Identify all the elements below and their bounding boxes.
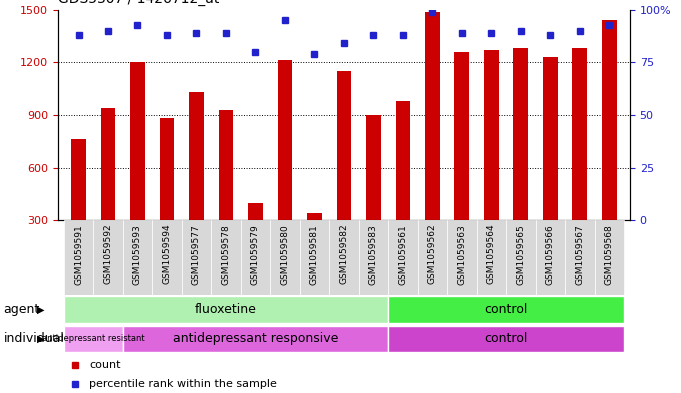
Text: GSM1059564: GSM1059564 [487,224,496,285]
Bar [64,220,93,295]
Bar [573,48,587,273]
Text: GSM1059567: GSM1059567 [575,224,584,285]
Bar [93,220,123,295]
Text: GSM1059579: GSM1059579 [251,224,260,285]
Bar [130,62,145,273]
Text: GSM1059566: GSM1059566 [545,224,555,285]
Bar [159,118,174,273]
Text: control: control [484,303,528,316]
Text: count: count [89,360,121,370]
Bar [270,220,300,295]
Bar [477,220,506,295]
Text: GSM1059580: GSM1059580 [281,224,289,285]
Text: GSM1059563: GSM1059563 [458,224,466,285]
Text: ▶: ▶ [37,334,45,344]
Text: GSM1059583: GSM1059583 [369,224,378,285]
Text: percentile rank within the sample: percentile rank within the sample [89,379,277,389]
Text: ▶: ▶ [37,305,45,314]
Bar [329,220,359,295]
Text: individual: individual [3,332,64,345]
Text: GSM1059562: GSM1059562 [428,224,437,285]
Bar [248,202,263,273]
Text: GSM1059568: GSM1059568 [605,224,614,285]
Bar [543,57,558,273]
Text: GSM1059594: GSM1059594 [163,224,172,285]
Text: GSM1059578: GSM1059578 [221,224,230,285]
Text: control: control [484,332,528,345]
Bar [565,220,595,295]
Text: GSM1059592: GSM1059592 [104,224,112,285]
Bar [153,220,182,295]
Bar [513,48,528,273]
Bar [182,220,211,295]
Text: GSM1059577: GSM1059577 [192,224,201,285]
Bar [506,220,535,295]
Bar [64,296,388,323]
Bar [189,92,204,273]
Bar [396,101,410,273]
Bar [71,140,86,273]
Text: antidepressant responsive: antidepressant responsive [173,332,338,345]
Text: GDS5307 / 1426712_at: GDS5307 / 1426712_at [58,0,219,6]
Bar [123,326,388,352]
Bar [366,115,381,273]
Text: GSM1059581: GSM1059581 [310,224,319,285]
Bar [240,220,270,295]
Bar [602,20,617,273]
Bar [123,220,153,295]
Text: GSM1059561: GSM1059561 [398,224,407,285]
Bar [219,110,234,273]
Bar [336,71,351,273]
Text: antidepressant resistant: antidepressant resistant [42,334,144,343]
Text: GSM1059582: GSM1059582 [339,224,349,285]
Bar [388,296,624,323]
Bar [211,220,240,295]
Text: fluoxetine: fluoxetine [195,303,257,316]
Text: GSM1059565: GSM1059565 [516,224,525,285]
Bar [447,220,477,295]
Bar [535,220,565,295]
Bar [300,220,329,295]
Text: GSM1059593: GSM1059593 [133,224,142,285]
Bar [101,108,115,273]
Bar [417,220,447,295]
Bar [64,326,123,352]
Bar [278,60,292,273]
Bar [595,220,624,295]
Bar [388,220,417,295]
Bar [307,213,322,273]
Bar [388,326,624,352]
Text: agent: agent [3,303,39,316]
Bar [359,220,388,295]
Text: GSM1059591: GSM1059591 [74,224,83,285]
Bar [454,52,469,273]
Bar [425,11,440,273]
Bar [484,50,498,273]
